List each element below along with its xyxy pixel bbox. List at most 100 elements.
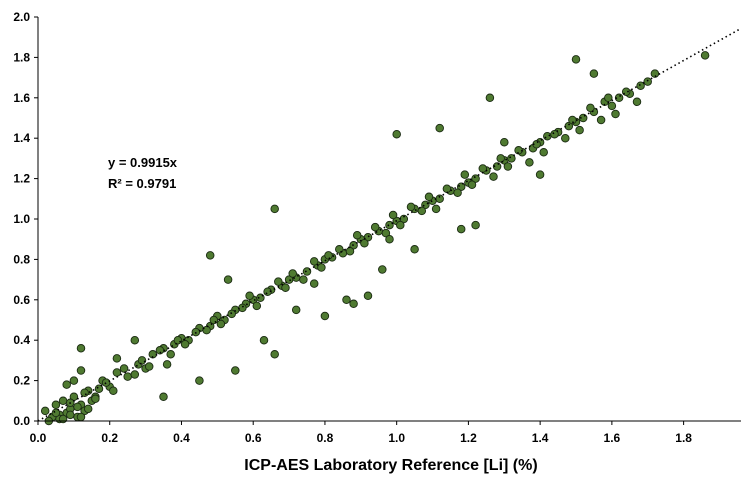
data-point xyxy=(209,315,219,325)
data-point xyxy=(51,400,61,410)
data-point xyxy=(324,251,333,260)
data-point xyxy=(385,234,394,244)
data-point xyxy=(636,81,645,90)
data-point xyxy=(320,311,330,321)
data-point xyxy=(144,362,154,371)
data-point xyxy=(539,148,548,157)
data-point xyxy=(137,356,147,365)
y-tick-label: 1.8 xyxy=(13,50,30,64)
data-point xyxy=(417,206,427,216)
data-point xyxy=(478,164,488,173)
data-point xyxy=(453,188,462,197)
data-point xyxy=(309,279,319,288)
data-point xyxy=(299,275,308,284)
data-point xyxy=(270,350,279,359)
y-tick-label: 2.0 xyxy=(13,10,30,24)
data-point xyxy=(550,129,559,139)
data-point xyxy=(378,265,387,274)
data-point xyxy=(496,154,505,163)
data-point xyxy=(216,319,226,329)
data-point xyxy=(263,287,272,296)
r-squared-label: R² = 0.9791 xyxy=(108,176,176,191)
data-point xyxy=(91,394,100,404)
data-point xyxy=(700,51,710,60)
data-point xyxy=(51,408,61,418)
data-point xyxy=(471,220,480,230)
x-tick-label: 0.4 xyxy=(173,431,190,445)
data-point xyxy=(223,275,233,284)
data-point xyxy=(503,162,513,171)
data-point xyxy=(274,277,283,286)
trendline-equation: y = 0.9915x xyxy=(108,155,178,170)
x-axis-title: ICP-AES Laboratory Reference [Li] (%) xyxy=(244,457,537,474)
data-point xyxy=(392,129,401,139)
data-point xyxy=(370,222,380,232)
data-point xyxy=(589,69,599,78)
data-point xyxy=(424,192,434,202)
data-point xyxy=(507,154,516,163)
data-point xyxy=(492,162,502,171)
data-point xyxy=(73,402,82,412)
data-point xyxy=(66,410,75,420)
data-point xyxy=(388,210,398,220)
data-point xyxy=(130,370,140,379)
y-tick-label: 1.4 xyxy=(13,131,30,145)
data-point xyxy=(58,396,68,406)
data-point xyxy=(352,230,362,240)
data-point xyxy=(288,269,297,278)
data-point xyxy=(456,224,466,234)
data-point xyxy=(76,366,86,375)
y-tick-label: 1.6 xyxy=(13,91,30,105)
y-tick-label: 1.2 xyxy=(13,172,30,186)
data-point xyxy=(195,376,204,385)
data-point xyxy=(227,309,236,319)
data-point xyxy=(410,245,419,254)
data-point xyxy=(360,238,369,248)
trendline-path xyxy=(37,27,741,422)
x-axis-ticks: 0.0 0.2 0.4 0.6 0.8 1.0 1.2 1.4 1.6 1.8 xyxy=(30,421,692,445)
data-point xyxy=(535,170,545,179)
data-point xyxy=(345,247,355,256)
data-point xyxy=(245,291,254,301)
data-point xyxy=(180,339,190,349)
data-point xyxy=(471,174,480,183)
data-point xyxy=(119,364,129,373)
data-point xyxy=(112,368,122,377)
data-point xyxy=(632,97,642,107)
data-points xyxy=(40,51,710,426)
data-point xyxy=(431,204,441,214)
data-point xyxy=(467,180,477,189)
data-point xyxy=(435,123,444,133)
data-point xyxy=(396,220,405,230)
x-tick-label: 0.2 xyxy=(101,431,118,445)
data-point xyxy=(166,350,175,359)
data-point xyxy=(607,101,617,111)
y-tick-label: 1.0 xyxy=(13,212,30,226)
data-point xyxy=(317,263,326,272)
data-point xyxy=(202,325,211,335)
data-point xyxy=(385,220,394,230)
data-point xyxy=(643,77,652,86)
data-point xyxy=(349,299,358,309)
data-point xyxy=(406,202,416,212)
data-point xyxy=(109,386,118,395)
data-point xyxy=(596,115,606,125)
data-point xyxy=(76,412,86,422)
data-point xyxy=(76,344,86,353)
trendline xyxy=(37,27,741,422)
x-tick-label: 1.0 xyxy=(388,431,405,445)
x-tick-label: 1.8 xyxy=(675,431,692,445)
data-point xyxy=(543,131,552,141)
data-point xyxy=(112,354,122,363)
data-point xyxy=(604,93,613,103)
data-point xyxy=(442,184,452,193)
data-point xyxy=(80,388,89,397)
data-point xyxy=(94,384,104,393)
data-point xyxy=(162,360,172,369)
data-point xyxy=(485,93,495,103)
data-point xyxy=(123,372,132,381)
y-tick-label: 0.6 xyxy=(13,293,30,307)
data-point xyxy=(302,267,312,276)
data-point xyxy=(363,291,373,301)
